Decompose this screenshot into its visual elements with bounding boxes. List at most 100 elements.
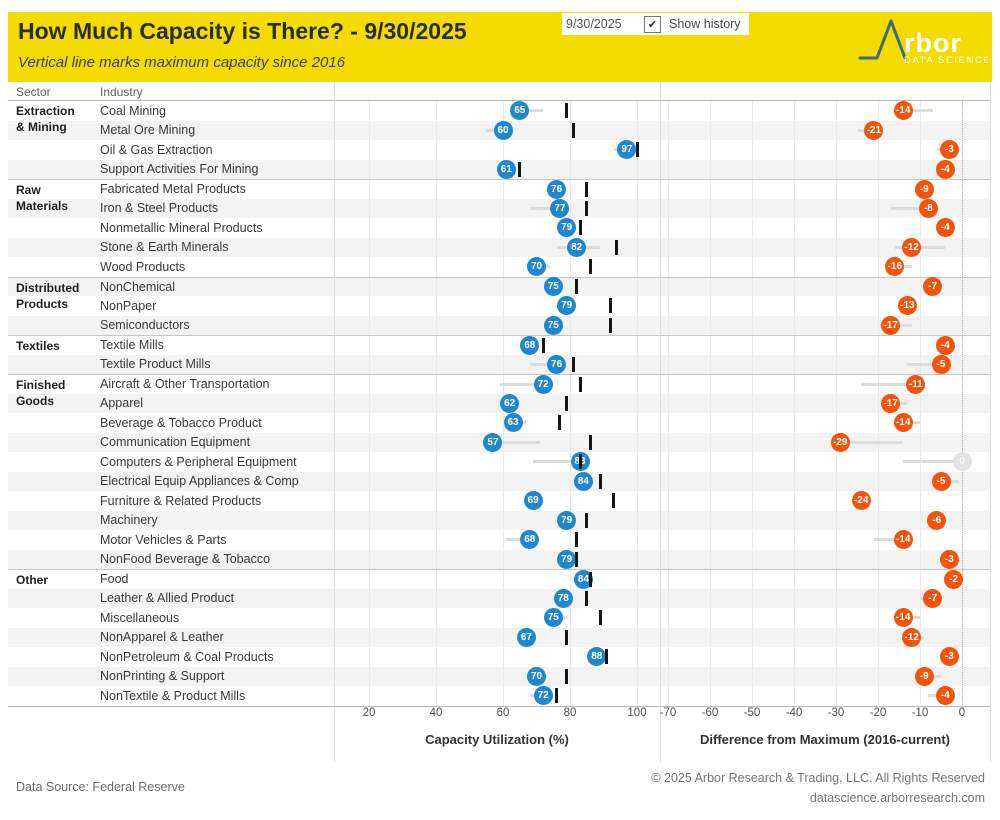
utilization-dot[interactable]: 72 [533, 686, 553, 706]
axis-tick-label: -60 [701, 707, 719, 719]
table-row: Oil & Gas Extraction 97 -3 [8, 140, 990, 160]
industry-label: Fabricated Metal Products [100, 182, 246, 197]
difference-dot[interactable]: -16 [885, 257, 905, 277]
difference-dot[interactable]: -4 [935, 159, 955, 179]
industry-label: Metal Ore Mining [100, 123, 196, 138]
difference-dot[interactable]: -17 [881, 393, 901, 413]
industry-label: Support Activities For Mining [100, 162, 259, 177]
table-row: Metal Ore Mining 60 -21 [8, 120, 990, 140]
axis-tick-label: 0 [958, 707, 966, 719]
difference-dot[interactable]: -9 [914, 666, 934, 686]
difference-dot[interactable]: -11 [906, 374, 926, 394]
difference-dot[interactable]: -4 [935, 335, 955, 355]
max-capacity-tick [571, 122, 575, 138]
difference-dot[interactable]: -14 [893, 413, 913, 433]
industry-cell: Stone & Earth Minerals [96, 238, 334, 258]
difference-dot[interactable]: -7 [923, 588, 943, 608]
difference-dot[interactable]: -5 [931, 471, 951, 491]
utilization-dot[interactable]: 84 [573, 471, 593, 491]
table-row: Apparel 62 -17 [8, 393, 990, 413]
max-capacity-tick [571, 356, 575, 372]
utilization-dot[interactable]: 69 [523, 491, 543, 511]
utilization-dot[interactable]: 72 [533, 374, 553, 394]
industry-label: NonChemical [100, 279, 176, 294]
industry-cell: Textile Product Mills [96, 355, 334, 375]
utilization-dot[interactable]: 79 [557, 510, 577, 530]
utilization-panel-cell: 68 [334, 335, 660, 355]
industry-label: Nonmetallic Mineral Products [100, 220, 263, 235]
difference-dot[interactable]: -7 [923, 277, 943, 297]
utilization-dot[interactable]: 88 [587, 647, 607, 667]
utilization-dot[interactable]: 61 [496, 159, 516, 179]
difference-dot[interactable]: -14 [893, 101, 913, 121]
utilization-dot[interactable]: 75 [543, 277, 563, 297]
difference-dot[interactable]: -29 [830, 432, 850, 452]
difference-dot[interactable]: 0 [952, 452, 972, 472]
table-row: Textiles Textile Mills 68 -4 [8, 335, 990, 355]
utilization-dot[interactable]: 75 [543, 608, 563, 628]
max-capacity-tick [575, 532, 579, 548]
table-row: Raw Materials Fabricated Metal Products 76… [8, 179, 990, 213]
utilization-dot[interactable]: 65 [510, 101, 530, 121]
utilization-dot[interactable]: 62 [500, 393, 520, 413]
difference-dot[interactable]: -4 [935, 218, 955, 238]
difference-panel-cell: -4 [660, 218, 990, 238]
sector-cell [8, 257, 96, 277]
utilization-dot[interactable]: 79 [557, 549, 577, 569]
difference-dot[interactable]: -14 [893, 530, 913, 550]
utilization-panel-cell: 79 [334, 218, 660, 238]
utilization-dot[interactable]: 82 [567, 237, 587, 257]
utilization-dot[interactable]: 60 [493, 120, 513, 140]
difference-dot[interactable]: -3 [939, 140, 959, 160]
date-input[interactable] [566, 17, 636, 31]
difference-dot[interactable]: -8 [918, 198, 938, 218]
industry-cell: Nonmetallic Mineral Products [96, 218, 334, 238]
difference-dot[interactable]: -12 [902, 627, 922, 647]
difference-dot[interactable]: -3 [939, 549, 959, 569]
utilization-dot[interactable]: 68 [520, 335, 540, 355]
utilization-dot[interactable]: 76 [547, 179, 567, 199]
footer-right: © 2025 Arbor Research & Trading, LLC. Al… [651, 768, 985, 808]
divider-right-edge [990, 82, 991, 762]
difference-dot[interactable]: -3 [939, 647, 959, 667]
utilization-dot[interactable]: 67 [516, 627, 536, 647]
industry-cell: Textile Mills [96, 336, 334, 355]
industry-cell: NonPrinting & Support [96, 667, 334, 687]
utilization-dot[interactable]: 63 [503, 413, 523, 433]
utilization-dot[interactable]: 84 [573, 569, 593, 589]
difference-dot[interactable]: -24 [851, 491, 871, 511]
difference-dot[interactable]: -17 [881, 315, 901, 335]
sector-cell [8, 530, 96, 550]
max-capacity-tick [598, 610, 602, 626]
difference-dot[interactable]: -2 [944, 569, 964, 589]
utilization-dot[interactable]: 70 [527, 666, 546, 686]
difference-dot[interactable]: -21 [864, 120, 884, 140]
utilization-dot[interactable]: 77 [550, 198, 570, 218]
difference-dot[interactable]: -9 [914, 179, 934, 199]
utilization-dot[interactable]: 97 [617, 140, 637, 160]
utilization-dot[interactable]: 57 [483, 432, 503, 452]
utilization-panel-cell: 68 [334, 530, 660, 550]
utilization-dot[interactable]: 79 [557, 218, 577, 238]
difference-dot[interactable]: -13 [897, 296, 917, 316]
industry-label: Textile Product Mills [100, 357, 211, 372]
difference-dot[interactable]: -5 [931, 354, 951, 374]
difference-dot[interactable]: -14 [893, 608, 913, 628]
utilization-dot[interactable]: 76 [547, 354, 567, 374]
utilization-panel-cell: 82 [334, 237, 660, 257]
max-capacity-tick [565, 629, 569, 645]
utilization-dot[interactable]: 70 [527, 257, 546, 277]
website-link[interactable]: datascience.arborresearch.com [809, 791, 985, 805]
difference-dot[interactable]: -4 [935, 686, 955, 706]
difference-dot[interactable]: -6 [927, 510, 947, 530]
difference-dot[interactable]: -12 [902, 237, 922, 257]
industry-label: Motor Vehicles & Parts [100, 532, 227, 547]
utilization-dot[interactable]: 78 [553, 588, 573, 608]
utilization-panel-cell: 83 [334, 452, 660, 472]
utilization-dot[interactable]: 68 [520, 530, 540, 550]
utilization-dot[interactable]: 79 [557, 296, 577, 316]
table-row: NonApparel & Leather 67 -12 [8, 627, 990, 647]
show-history-checkbox[interactable]: ✔ [644, 15, 661, 33]
max-capacity-tick [558, 415, 562, 431]
utilization-dot[interactable]: 75 [543, 315, 563, 335]
